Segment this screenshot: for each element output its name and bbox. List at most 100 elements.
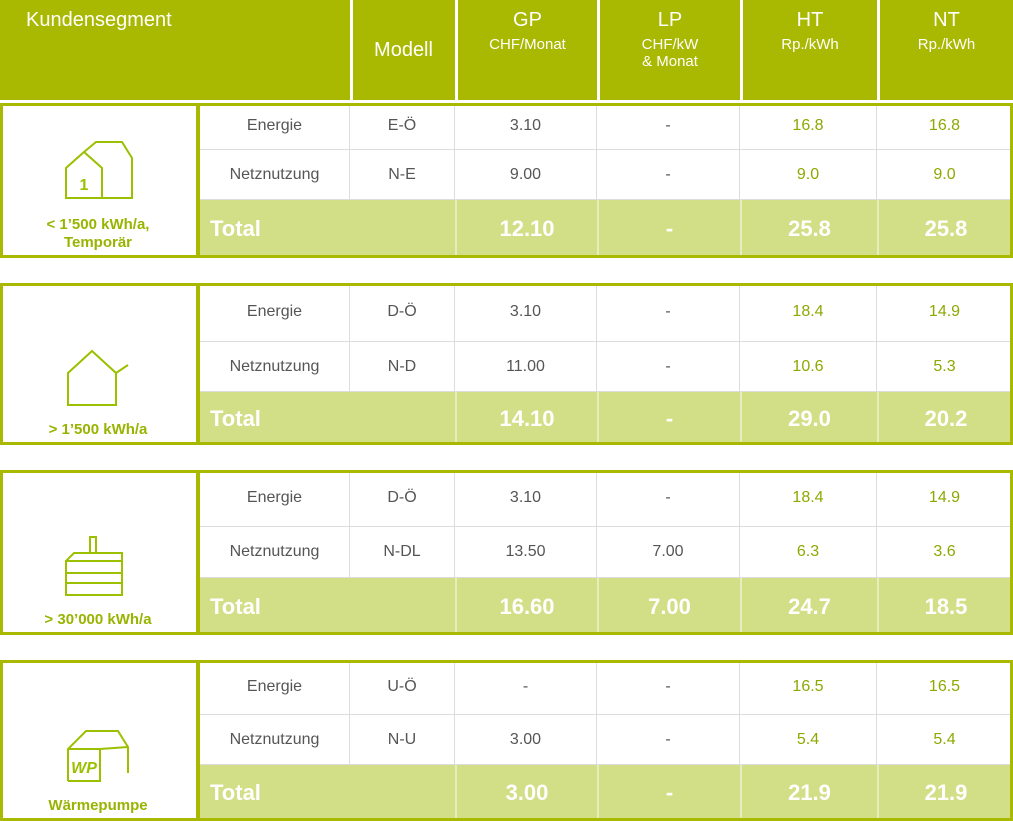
total-value: 20.2 xyxy=(877,392,1013,445)
row-name: Netznutzung xyxy=(200,150,350,200)
segment-icon: WP xyxy=(67,730,129,782)
row-model: N-U xyxy=(350,715,455,765)
row-value: 5.4 xyxy=(740,715,877,765)
header-unit: & Monat xyxy=(642,53,698,70)
row-value: - xyxy=(597,283,740,342)
row-value: 16.8 xyxy=(740,103,877,150)
row-value: 3.6 xyxy=(877,527,1013,578)
total-label: Total xyxy=(200,200,455,258)
row-value: 6.3 xyxy=(740,527,877,578)
svg-text:WP: WP xyxy=(71,760,97,777)
row-value: - xyxy=(597,342,740,392)
header-column: LP CHF/kW & Monat xyxy=(600,0,740,100)
header-unit: CHF/Monat xyxy=(489,36,566,53)
segment-cell: 1 < 1’500 kWh/a, Temporär xyxy=(0,103,200,258)
row-value: 16.5 xyxy=(740,660,877,715)
row-value: - xyxy=(597,150,740,200)
row-value: - xyxy=(597,715,740,765)
row-value: - xyxy=(597,470,740,527)
row-value: 5.4 xyxy=(877,715,1013,765)
row-name: Energie xyxy=(200,660,350,715)
row-name: Energie xyxy=(200,103,350,150)
header-divider xyxy=(597,0,600,100)
header-unit: Rp./kWh xyxy=(781,36,839,53)
row-value: 3.10 xyxy=(455,470,597,527)
row-model: N-E xyxy=(350,150,455,200)
segment-cell: > 30’000 kWh/a xyxy=(0,470,200,635)
segment-label: > 1’500 kWh/a xyxy=(48,421,148,438)
header-name: GP xyxy=(513,9,542,31)
segment-label: Wärmepumpe xyxy=(48,797,148,814)
header-bg xyxy=(0,0,1013,100)
row-name: Energie xyxy=(200,283,350,342)
total-value: 16.60 xyxy=(455,578,597,635)
segment-icon xyxy=(67,349,129,406)
header-divider xyxy=(455,0,458,100)
header-column: NT Rp./kWh xyxy=(880,0,1013,100)
row-value: 3.10 xyxy=(455,103,597,150)
row-model: N-DL xyxy=(350,527,455,578)
total-value: 12.10 xyxy=(455,200,597,258)
row-value: 9.00 xyxy=(455,150,597,200)
total-value: 14.10 xyxy=(455,392,597,445)
row-model: D-Ö xyxy=(350,470,455,527)
row-value: 9.0 xyxy=(877,150,1013,200)
header-model: Modell xyxy=(374,39,433,61)
header-column: GP CHF/Monat xyxy=(458,0,597,100)
row-model: D-Ö xyxy=(350,283,455,342)
row-value: 3.10 xyxy=(455,283,597,342)
header-name: LP xyxy=(657,9,683,31)
total-value: 25.8 xyxy=(877,200,1013,258)
total-value: 25.8 xyxy=(740,200,877,258)
total-value: 3.00 xyxy=(455,765,597,821)
row-value: 18.4 xyxy=(740,283,877,342)
segment-icon xyxy=(65,536,123,596)
row-value: - xyxy=(597,660,740,715)
row-value: 10.6 xyxy=(740,342,877,392)
header-divider xyxy=(350,0,353,100)
header-column: HT Rp./kWh xyxy=(743,0,877,100)
row-value: - xyxy=(597,103,740,150)
row-value: 14.9 xyxy=(877,470,1013,527)
header-name: NT xyxy=(933,9,960,31)
header-segment: Kundensegment xyxy=(26,9,172,31)
total-label: Total xyxy=(200,578,455,635)
total-value: - xyxy=(597,392,740,445)
segment-label: < 1’500 kWh/a, xyxy=(46,216,150,233)
header-divider xyxy=(877,0,880,100)
row-model: U-Ö xyxy=(350,660,455,715)
row-value: 9.0 xyxy=(740,150,877,200)
row-value: 18.4 xyxy=(740,470,877,527)
total-value: - xyxy=(597,200,740,258)
row-value: 16.8 xyxy=(877,103,1013,150)
segment-cell: WP Wärmepumpe xyxy=(0,660,200,821)
segment-cell: > 1’500 kWh/a xyxy=(0,283,200,445)
row-name: Energie xyxy=(200,470,350,527)
total-label: Total xyxy=(200,392,455,445)
total-value: 7.00 xyxy=(597,578,740,635)
svg-text:1: 1 xyxy=(80,177,89,194)
total-value: 24.7 xyxy=(740,578,877,635)
row-value: 7.00 xyxy=(597,527,740,578)
row-name: Netznutzung xyxy=(200,342,350,392)
row-model: N-D xyxy=(350,342,455,392)
row-model: E-Ö xyxy=(350,103,455,150)
segment-label: Temporär xyxy=(63,234,133,251)
total-value: 21.9 xyxy=(740,765,877,821)
total-value: 29.0 xyxy=(740,392,877,445)
row-value: 16.5 xyxy=(877,660,1013,715)
row-value: 3.00 xyxy=(455,715,597,765)
header-unit: CHF/kW xyxy=(641,36,699,53)
total-value: 18.5 xyxy=(877,578,1013,635)
total-value: - xyxy=(597,765,740,821)
row-value: 13.50 xyxy=(455,527,597,578)
row-value: 5.3 xyxy=(877,342,1013,392)
total-value: 21.9 xyxy=(877,765,1013,821)
header-divider xyxy=(740,0,743,100)
row-value: 14.9 xyxy=(877,283,1013,342)
row-name: Netznutzung xyxy=(200,715,350,765)
row-value: - xyxy=(455,660,597,715)
row-value: 11.00 xyxy=(455,342,597,392)
total-label: Total xyxy=(200,765,455,821)
